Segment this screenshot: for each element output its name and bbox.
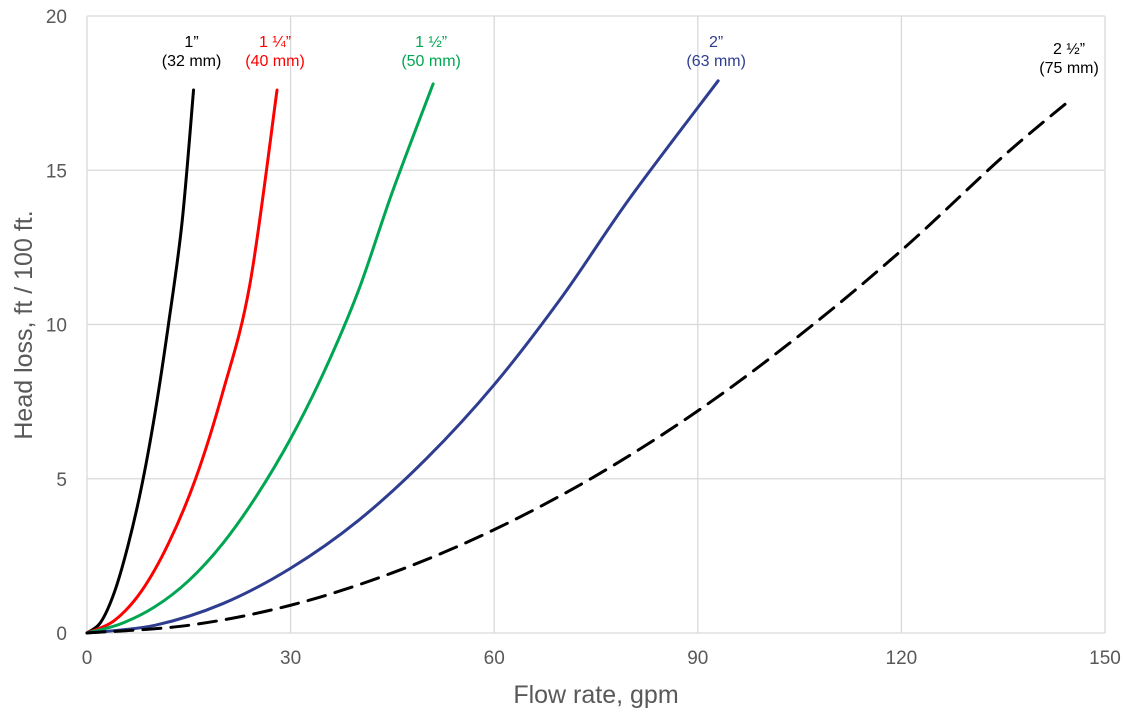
x-axis-title: Flow rate, gpm	[513, 681, 678, 709]
series-labels: 1” (32 mm) 1 ¼” (40 mm) 1 ½” (50 mm) 2” (63 mm)…	[162, 34, 1099, 77]
y-tick-label: 20	[46, 7, 67, 28]
series-label-line2: (32 mm)	[162, 53, 222, 70]
series-curve-2	[85, 88, 279, 635]
series-label-line2: (63 mm)	[686, 53, 746, 70]
series-curve-1	[85, 88, 196, 635]
y-axis-title: Head loss, ft / 100 ft.	[10, 210, 38, 439]
x-tick-label: 30	[280, 648, 301, 669]
x-tick-label: 0	[82, 648, 93, 669]
grid	[86, 15, 1106, 634]
series-label-line1: 2”	[709, 34, 723, 51]
series-label-line2: (50 mm)	[401, 53, 461, 70]
series-curves	[85, 79, 1073, 635]
series-label-4: 2” (63 mm)	[686, 34, 746, 70]
x-tick-label: 90	[687, 648, 708, 669]
series-label-line2: (40 mm)	[245, 53, 305, 70]
y-tick-label: 0	[56, 624, 67, 645]
x-tick-label: 60	[484, 648, 505, 669]
series-curve-5	[85, 97, 1073, 635]
series-label-3: 1 ½” (50 mm)	[401, 34, 461, 70]
series-label-line1: 2 ½”	[1053, 41, 1085, 58]
x-tick-label: 120	[886, 648, 918, 669]
series-label-1: 1” (32 mm)	[162, 34, 222, 70]
series-label-line2: (75 mm)	[1039, 60, 1099, 77]
series-label-line1: 1”	[184, 34, 198, 51]
tick-labels: 0 5 10 15 20 0 30 60 90 120 150	[46, 7, 1121, 669]
y-tick-label: 10	[46, 316, 67, 337]
series-curve-4	[85, 79, 720, 635]
x-tick-label: 150	[1089, 648, 1121, 669]
series-curve-3	[85, 82, 435, 635]
y-tick-label: 15	[46, 161, 67, 182]
series-label-5: 2 ½” (75 mm)	[1039, 41, 1099, 77]
series-label-line1: 1 ½”	[415, 34, 447, 51]
series-label-2: 1 ¼” (40 mm)	[245, 34, 305, 70]
y-tick-label: 5	[56, 470, 67, 491]
series-label-line1: 1 ¼”	[259, 34, 291, 51]
